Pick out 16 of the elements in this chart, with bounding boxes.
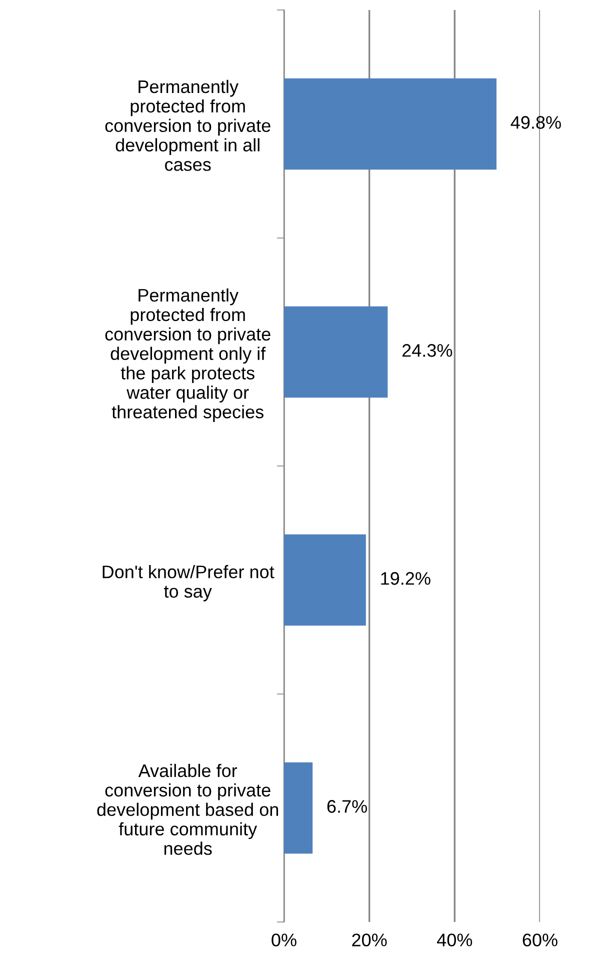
data-label: 6.7% (327, 800, 367, 813)
bar (284, 78, 496, 170)
bar (284, 762, 313, 854)
bar (284, 306, 388, 398)
y-tick-label: Available for conversion to private development based on future community needs (97, 764, 278, 855)
data-label: 24.3% (402, 344, 452, 357)
y-tick-label: Don't know/Prefer not to say (102, 565, 274, 602)
x-tick-label: 60% (522, 934, 558, 946)
data-label: 19.2% (381, 572, 430, 585)
data-label: 49.8% (510, 116, 561, 129)
x-tick-label: 20% (352, 934, 387, 946)
y-tick-label: Permanently protected from conversion to private development only if the park protects water quality or threatened species (105, 288, 270, 422)
x-tick-label: 40% (437, 934, 472, 946)
bar (284, 534, 366, 626)
x-tick-label: 0% (272, 934, 296, 946)
y-tick-label: Permanently protected from conversion to private development in all cases (105, 80, 270, 171)
